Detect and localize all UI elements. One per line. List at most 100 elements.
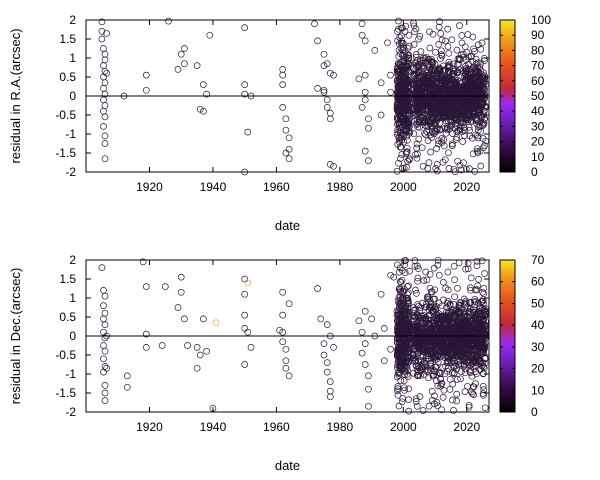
data-point xyxy=(419,162,427,170)
data-point xyxy=(467,98,475,106)
data-point xyxy=(445,149,452,157)
data-point xyxy=(458,326,466,334)
data-point xyxy=(395,316,403,323)
data-point xyxy=(481,306,488,313)
data-point xyxy=(436,66,444,74)
data-point xyxy=(403,86,410,94)
data-point xyxy=(413,121,421,128)
data-point xyxy=(425,374,432,382)
data-point xyxy=(464,66,472,74)
data-point xyxy=(390,273,398,281)
data-point xyxy=(420,358,428,366)
data-point xyxy=(395,294,403,301)
data-point xyxy=(429,336,436,344)
data-point xyxy=(460,313,467,321)
y-tick-label: -1.5 xyxy=(55,386,76,400)
data-point xyxy=(420,118,427,126)
data-point xyxy=(455,361,463,369)
data-point xyxy=(434,140,442,148)
data-point xyxy=(101,102,109,109)
data-point xyxy=(404,373,412,380)
data-point xyxy=(142,86,150,94)
data-point xyxy=(452,330,460,338)
data-point xyxy=(457,83,465,91)
data-point xyxy=(400,106,408,114)
data-point xyxy=(395,370,403,377)
data-point xyxy=(475,79,482,87)
data-point xyxy=(410,99,417,107)
data-point xyxy=(399,110,407,118)
data-point xyxy=(458,128,466,136)
data-point xyxy=(444,353,451,361)
data-point xyxy=(398,267,406,274)
data-point xyxy=(481,359,489,367)
data-point xyxy=(449,69,457,77)
data-point xyxy=(103,69,110,77)
data-point xyxy=(323,368,331,376)
data-point xyxy=(413,402,421,410)
data-point xyxy=(101,67,109,75)
data-point xyxy=(411,313,418,321)
data-point xyxy=(200,81,207,88)
data-point xyxy=(426,44,434,52)
data-point xyxy=(421,367,429,374)
data-point xyxy=(457,324,465,331)
data-point xyxy=(470,356,478,364)
data-point xyxy=(418,77,426,85)
data-point xyxy=(473,262,481,270)
data-point xyxy=(431,322,439,330)
data-point xyxy=(435,317,443,325)
data-point xyxy=(394,68,402,76)
data-point xyxy=(434,341,442,348)
data-point xyxy=(103,29,110,37)
data-point xyxy=(100,62,107,69)
data-point xyxy=(457,51,465,59)
data-point xyxy=(463,49,471,56)
data-point xyxy=(425,319,433,327)
data-point xyxy=(425,333,433,340)
data-point xyxy=(323,96,331,104)
data-point xyxy=(424,295,431,303)
data-point xyxy=(420,93,427,101)
data-point xyxy=(98,35,106,43)
data-point xyxy=(326,387,334,395)
data-point xyxy=(426,270,434,278)
data-point xyxy=(460,53,467,61)
data-point xyxy=(101,309,109,317)
dec-x-axis: 1920 1940 1960 1980 2000 2020 xyxy=(136,260,480,434)
data-point xyxy=(445,62,453,70)
x-tick-label: 1920 xyxy=(136,420,163,434)
data-point xyxy=(426,28,433,36)
data-point xyxy=(398,398,406,406)
data-point xyxy=(279,104,287,111)
data-point xyxy=(405,156,413,164)
data-point xyxy=(320,86,328,94)
data-point xyxy=(456,325,464,332)
data-point xyxy=(473,370,480,378)
data-point xyxy=(358,31,366,39)
data-point xyxy=(453,390,461,398)
data-point xyxy=(442,318,449,326)
data-point xyxy=(445,165,453,172)
data-point xyxy=(326,69,334,77)
data-point xyxy=(446,125,454,133)
data-point xyxy=(326,115,334,123)
data-point xyxy=(435,23,443,31)
data-point xyxy=(415,325,422,333)
data-point xyxy=(426,367,434,374)
data-point xyxy=(451,293,458,301)
data-point xyxy=(434,261,442,269)
data-point xyxy=(380,325,388,332)
data-point xyxy=(98,264,106,271)
data-point xyxy=(365,385,372,393)
data-point xyxy=(396,278,404,285)
colorbar-tick-label: 0 xyxy=(531,165,538,179)
data-point xyxy=(411,28,418,36)
data-point xyxy=(448,142,456,149)
data-point xyxy=(413,99,421,107)
colorbar-tick-label: 80 xyxy=(531,43,545,57)
data-point xyxy=(439,394,447,401)
data-point xyxy=(282,364,290,372)
data-point xyxy=(404,295,412,302)
data-point xyxy=(429,30,437,38)
